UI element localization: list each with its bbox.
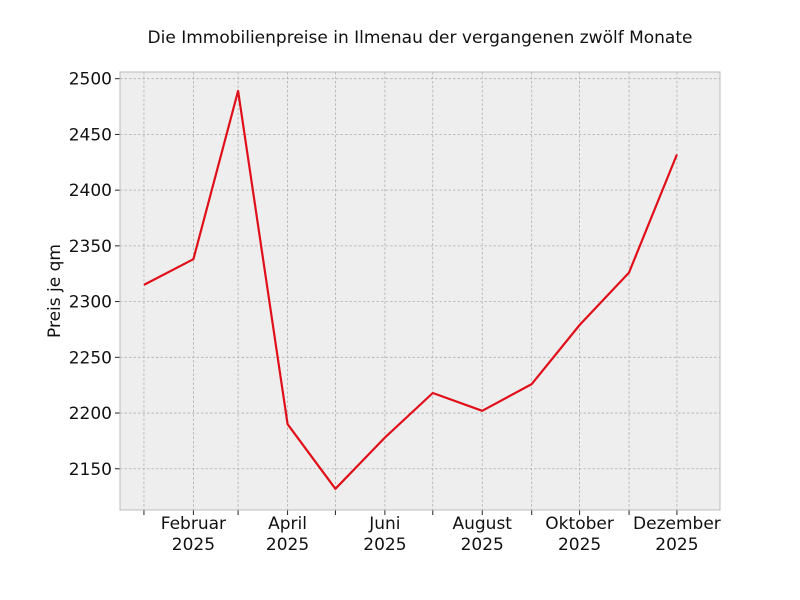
plot-area [120,72,720,510]
x-tick-label-month: April [268,514,307,534]
y-axis-label: Preis je qm [45,244,65,338]
x-tick-label-year: 2025 [266,535,309,555]
x-tick-label-year: 2025 [655,535,698,555]
x-tick-label-month: August [452,514,512,534]
plot-frame [119,71,721,511]
grid [120,72,720,510]
x-tick-label-year: 2025 [461,535,504,555]
y-tick-label: 2200 [69,404,112,424]
y-tick-label: 2250 [69,348,112,368]
x-tick-label-year: 2025 [172,535,215,555]
x-tick-label-month: Februar [161,514,226,534]
y-tick-label: 2500 [69,70,112,90]
y-tick-label: 2350 [69,237,112,257]
x-tick-label-year: 2025 [558,535,601,555]
x-tick-label-year: 2025 [363,535,406,555]
y-tick-label: 2300 [69,293,112,313]
x-tick-label-month: Juni [368,514,400,534]
y-tick-label: 2400 [69,181,112,201]
x-tick-label-month: Oktober [545,514,614,534]
y-tick-label: 2450 [69,125,112,145]
chart-title: Die Immobilienpreise in Ilmenau der verg… [148,28,693,48]
series-group [143,89,678,490]
axis-ticks: 21502200225023002350240024502500Februar2… [69,70,721,555]
series-line [143,89,678,490]
x-tick-label-month: Dezember [633,514,721,534]
y-tick-label: 2150 [69,460,112,480]
